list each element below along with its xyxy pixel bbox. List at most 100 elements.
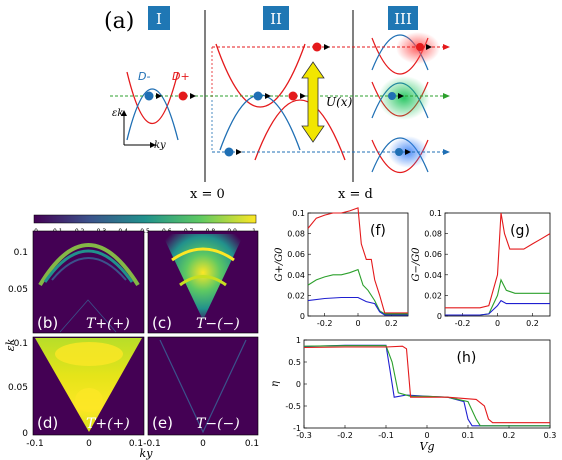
region-label-1: I xyxy=(156,10,162,28)
series-line-1 xyxy=(307,268,408,315)
y-tick-label: 0.06 xyxy=(424,250,442,259)
x-tick-label: 0.1 xyxy=(462,431,475,440)
cone-1-red xyxy=(126,71,179,124)
cone-2-red-b xyxy=(254,99,346,161)
heatmap-d-hotspot-2 xyxy=(75,388,103,412)
y-axis-label: η xyxy=(270,381,281,387)
potential-arrow: U(x) xyxy=(301,61,353,143)
series-line-2 xyxy=(445,299,550,316)
heatmap-ytick-top-1: 0.1 xyxy=(14,248,28,258)
u-label: U(x) xyxy=(326,95,353,109)
d-minus-label: D- xyxy=(138,70,150,83)
heatmap-d-hotspot-1 xyxy=(55,342,123,366)
panel-label: (f) xyxy=(370,223,386,239)
axis-eps-arrowhead xyxy=(121,110,127,116)
heatmap-xlabel: ky xyxy=(140,447,154,460)
x-tick-label: -0.2 xyxy=(317,319,333,328)
axis-eps-label: εk xyxy=(112,108,123,119)
heatmap-grid: (b) T+(+) (c) T−(−) (d) T+(+) (e) T−(−) xyxy=(32,230,259,436)
y-tick-label: 0.1 xyxy=(292,209,305,218)
d-plus-label: D+ xyxy=(172,70,190,83)
red-line-arrowhead xyxy=(443,44,450,50)
x-axis-label: Vg xyxy=(420,440,435,453)
x-tick-label: 0.3 xyxy=(544,431,557,440)
plot-frame xyxy=(303,339,551,429)
heatmap-xtick-d-3: 0.1 xyxy=(129,439,143,449)
chart-g: 0.1 0.08 0.06 0.04 0.02 0 -0.2 0 0.2 (g) G−/G0 xyxy=(411,209,551,328)
x-tick-label: 0 xyxy=(424,431,429,440)
green-line-arrowhead xyxy=(443,93,450,99)
y-tick-label: 0 xyxy=(437,312,442,321)
heatmap-e-cone xyxy=(159,339,247,434)
x-tick-label: -0.2 xyxy=(455,319,471,328)
chart-h: 1 0.5 0 -0.5 -1-0.3 -0.2 -0.1 0 0.1 0.2 0.3 (h) η Vg xyxy=(270,336,556,453)
panel-a: (a) I II III x = 0 x = d εk ky D- D+ xyxy=(104,6,450,202)
particle-dminus xyxy=(144,91,154,101)
y-tick-label: 0.08 xyxy=(287,230,305,239)
x-tick-label: 0.2 xyxy=(526,319,539,328)
heatmap-b-cone xyxy=(59,299,117,333)
heatmap-e-tex: T−(−) xyxy=(196,416,240,432)
heatmap-b-tex: T+(+) xyxy=(86,316,130,332)
heatmap-ytick-top-2: 0.05 xyxy=(8,285,28,295)
x-tick-label: -0.1 xyxy=(378,431,394,440)
panel-a-label: (a) xyxy=(104,9,134,34)
series-line-0 xyxy=(445,212,551,309)
particles xyxy=(144,42,424,157)
blue-line-arrowhead xyxy=(443,149,450,155)
y-tick-label: 0.02 xyxy=(424,291,442,300)
heatmap-e-label: (e) xyxy=(152,414,173,432)
cone-2-blue xyxy=(219,94,301,151)
x-tick-label: 0.2 xyxy=(385,319,398,328)
series-line-2 xyxy=(303,345,550,424)
y-tick-label: 1 xyxy=(296,336,301,345)
boundary-xd-label: x = d xyxy=(338,187,373,202)
x-tick-label: -0.2 xyxy=(337,431,353,440)
heatmap-ytick-bot-2: 0.05 xyxy=(8,383,28,393)
heatmap-xtick-e-1: -0.1 xyxy=(143,439,161,449)
heatmap-ytick-bot-3: 0 xyxy=(22,429,28,439)
heatmap-xtick-e-2: 0 xyxy=(200,439,206,449)
cone-1-blue xyxy=(126,88,179,141)
heatmap-ytick-bot-1: 0.1 xyxy=(14,339,28,349)
region-box-2 xyxy=(263,6,289,30)
x-tick-label: 0 xyxy=(495,319,500,328)
y-tick-label: 0.1 xyxy=(429,209,442,218)
chart-f: 0.1 0.08 0.06 0.04 0.02 0 -0.2 0 0.2 (f) G+/G0 xyxy=(274,207,409,328)
heatmap-b-label: (b) xyxy=(37,314,58,332)
y-tick-label: 0.06 xyxy=(287,250,305,259)
series-line-0 xyxy=(307,207,408,314)
heatmap-c-label: (c) xyxy=(152,314,172,332)
heatmap-b xyxy=(32,230,145,334)
particle-red-mid xyxy=(288,91,298,101)
heatmap-c-arc-1 xyxy=(171,247,235,262)
heatmap-d-label: (d) xyxy=(37,414,58,432)
y-tick-label: 0 xyxy=(300,312,305,321)
cone-2-red-a xyxy=(215,43,306,108)
glow-green xyxy=(378,76,430,120)
particle-blue-mid xyxy=(253,91,263,101)
plot-frame xyxy=(307,212,409,317)
boundary-x0-label: x = 0 xyxy=(190,187,225,202)
heatmap-c-arc-2 xyxy=(179,275,227,287)
x-tick-label: 0.2 xyxy=(503,431,516,440)
region-box-3 xyxy=(388,6,418,30)
heatmap-b-arc-3 xyxy=(51,257,127,281)
y-tick-label: 0.04 xyxy=(424,271,442,280)
region-label-2: II xyxy=(270,10,282,28)
y-tick-label: 0.08 xyxy=(424,230,442,239)
particle-blue-low xyxy=(224,147,234,157)
panel-label: (g) xyxy=(510,223,530,239)
y-tick-label: 0.5 xyxy=(288,358,301,367)
colorbar-gradient xyxy=(33,214,257,224)
heatmap-d-tex: T+(+) xyxy=(86,416,130,432)
region-box-1 xyxy=(148,6,170,30)
y-tick-label: -0.5 xyxy=(285,402,301,411)
particle-red-top xyxy=(312,42,322,52)
y-tick-label: 0.02 xyxy=(287,291,305,300)
x-tick-label: 0 xyxy=(355,319,360,328)
y-tick-label: -1 xyxy=(293,424,301,433)
u-arrow-shape xyxy=(301,61,325,143)
axis-ky-label: ky xyxy=(154,140,166,151)
panel-label: (h) xyxy=(457,350,477,366)
